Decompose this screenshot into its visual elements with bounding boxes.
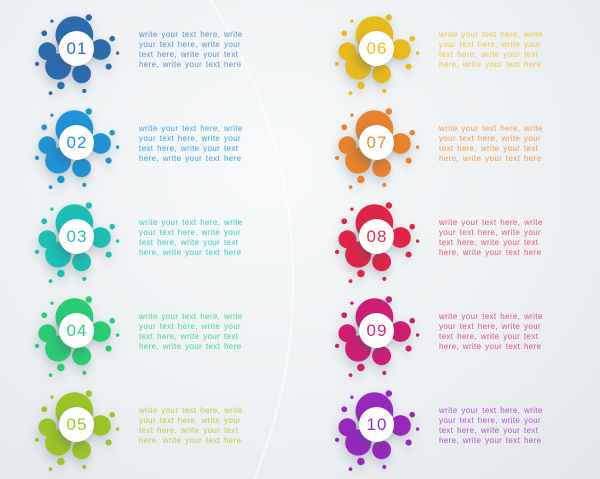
text-line: write your text here, write bbox=[139, 30, 243, 39]
bullet-number: 07 bbox=[366, 132, 388, 152]
text-line: here, write your text here bbox=[439, 154, 542, 163]
text-line: write your text here, write bbox=[439, 124, 543, 133]
placeholder-text[interactable]: write your text here, write your text he… bbox=[139, 30, 271, 70]
bullet-item: 10 write your text here, write your text… bbox=[300, 384, 600, 478]
bullet-item: 08 write your text here, write your text… bbox=[300, 196, 600, 290]
bullet-number: 08 bbox=[366, 226, 388, 246]
placeholder-text[interactable]: write your text here, write your text he… bbox=[439, 312, 571, 352]
bullet-item: 04 write your text here, write your text… bbox=[0, 290, 300, 384]
placeholder-text[interactable]: write your text here, write your text he… bbox=[439, 406, 571, 446]
text-line: write your text here, write bbox=[439, 218, 543, 227]
text-line: write your text here, write bbox=[439, 312, 543, 321]
bullet-item: 03 write your text here, write your text… bbox=[0, 196, 300, 290]
text-line: text here, write your text bbox=[439, 426, 539, 435]
text-line: here, write your text here bbox=[139, 154, 242, 163]
text-line: text here, write your text bbox=[139, 238, 239, 247]
placeholder-text[interactable]: write your text here, write your text he… bbox=[439, 124, 571, 164]
number-circle: 09 bbox=[359, 313, 394, 348]
text-line: write your text here, write bbox=[139, 124, 243, 133]
bullet-marker[interactable]: 05 bbox=[33, 385, 123, 475]
placeholder-text[interactable]: write your text here, write your text he… bbox=[439, 30, 571, 70]
bullet-number: 10 bbox=[366, 414, 388, 434]
number-circle: 06 bbox=[359, 31, 394, 66]
bullet-number: 02 bbox=[66, 132, 88, 152]
text-line: your text here, write your bbox=[439, 228, 541, 237]
text-line: write your text here, write bbox=[139, 312, 243, 321]
bullet-item: 05 write your text here, write your text… bbox=[0, 384, 300, 478]
bullet-item: 02 write your text here, write your text… bbox=[0, 102, 300, 196]
bullet-marker[interactable]: 09 bbox=[333, 291, 423, 381]
text-line: text here, write your text bbox=[139, 332, 239, 341]
bullet-marker[interactable]: 03 bbox=[33, 197, 123, 287]
number-circle: 05 bbox=[59, 407, 94, 442]
bullet-marker[interactable]: 07 bbox=[333, 103, 423, 193]
text-line: text here, write your text bbox=[439, 144, 539, 153]
text-line: here, write your text here bbox=[439, 60, 542, 69]
placeholder-text[interactable]: write your text here, write your text he… bbox=[139, 406, 271, 446]
text-line: your text here, write your bbox=[139, 40, 241, 49]
number-circle: 10 bbox=[359, 407, 394, 442]
number-circle: 07 bbox=[359, 125, 394, 160]
bullet-number: 05 bbox=[66, 414, 88, 434]
text-line: text here, write your text bbox=[439, 50, 539, 59]
text-line: text here, write your text bbox=[439, 238, 539, 247]
text-line: your text here, write your bbox=[439, 40, 541, 49]
bullet-number: 06 bbox=[366, 38, 388, 58]
number-circle: 03 bbox=[59, 219, 94, 254]
bullet-marker[interactable]: 02 bbox=[33, 103, 123, 193]
bullet-item: 06 write your text here, write your text… bbox=[300, 8, 600, 102]
text-line: your text here, write your bbox=[139, 416, 241, 425]
text-line: your text here, write your bbox=[139, 134, 241, 143]
text-line: here, write your text here bbox=[139, 436, 242, 445]
number-circle: 08 bbox=[359, 219, 394, 254]
text-line: your text here, write your bbox=[439, 416, 541, 425]
text-line: here, write your text here bbox=[139, 248, 242, 257]
number-circle: 04 bbox=[59, 313, 94, 348]
bullet-number: 01 bbox=[66, 38, 88, 58]
text-line: write your text here, write bbox=[139, 218, 243, 227]
text-line: here, write your text here bbox=[439, 248, 542, 257]
text-line: here, write your text here bbox=[139, 60, 242, 69]
bullet-marker[interactable]: 08 bbox=[333, 197, 423, 287]
text-line: here, write your text here bbox=[439, 436, 542, 445]
text-line: your text here, write your bbox=[139, 228, 241, 237]
text-line: your text here, write your bbox=[439, 134, 541, 143]
bullet-number: 09 bbox=[366, 320, 388, 340]
text-line: text here, write your text bbox=[139, 144, 239, 153]
number-circle: 02 bbox=[59, 125, 94, 160]
bullet-item: 01 write your text here, write your text… bbox=[0, 8, 300, 102]
blob-cluster-icon bbox=[334, 390, 420, 472]
bullet-marker[interactable]: 01 bbox=[33, 9, 123, 99]
text-line: text here, write your text bbox=[439, 332, 539, 341]
text-line: your text here, write your bbox=[139, 322, 241, 331]
text-line: here, write your text here bbox=[439, 342, 542, 351]
text-line: write your text here, write bbox=[139, 406, 243, 415]
placeholder-text[interactable]: write your text here, write your text he… bbox=[439, 218, 571, 258]
text-line: text here, write your text bbox=[139, 50, 239, 59]
text-line: here, write your text here bbox=[139, 342, 242, 351]
number-circle: 01 bbox=[59, 31, 94, 66]
bullet-marker[interactable]: 04 bbox=[33, 291, 123, 381]
bullet-number: 04 bbox=[66, 320, 88, 340]
text-line: your text here, write your bbox=[439, 322, 541, 331]
bullet-item: 09 write your text here, write your text… bbox=[300, 290, 600, 384]
bullet-marker[interactable]: 06 bbox=[333, 9, 423, 99]
text-line: write your text here, write bbox=[439, 30, 543, 39]
placeholder-text[interactable]: write your text here, write your text he… bbox=[139, 312, 271, 352]
text-line: text here, write your text bbox=[139, 426, 239, 435]
bullet-number: 03 bbox=[66, 226, 88, 246]
placeholder-text[interactable]: write your text here, write your text he… bbox=[139, 218, 271, 258]
text-line: write your text here, write bbox=[439, 406, 543, 415]
placeholder-text[interactable]: write your text here, write your text he… bbox=[139, 124, 271, 164]
bullet-item: 07 write your text here, write your text… bbox=[300, 102, 600, 196]
bullet-marker[interactable]: 10 bbox=[333, 385, 423, 475]
